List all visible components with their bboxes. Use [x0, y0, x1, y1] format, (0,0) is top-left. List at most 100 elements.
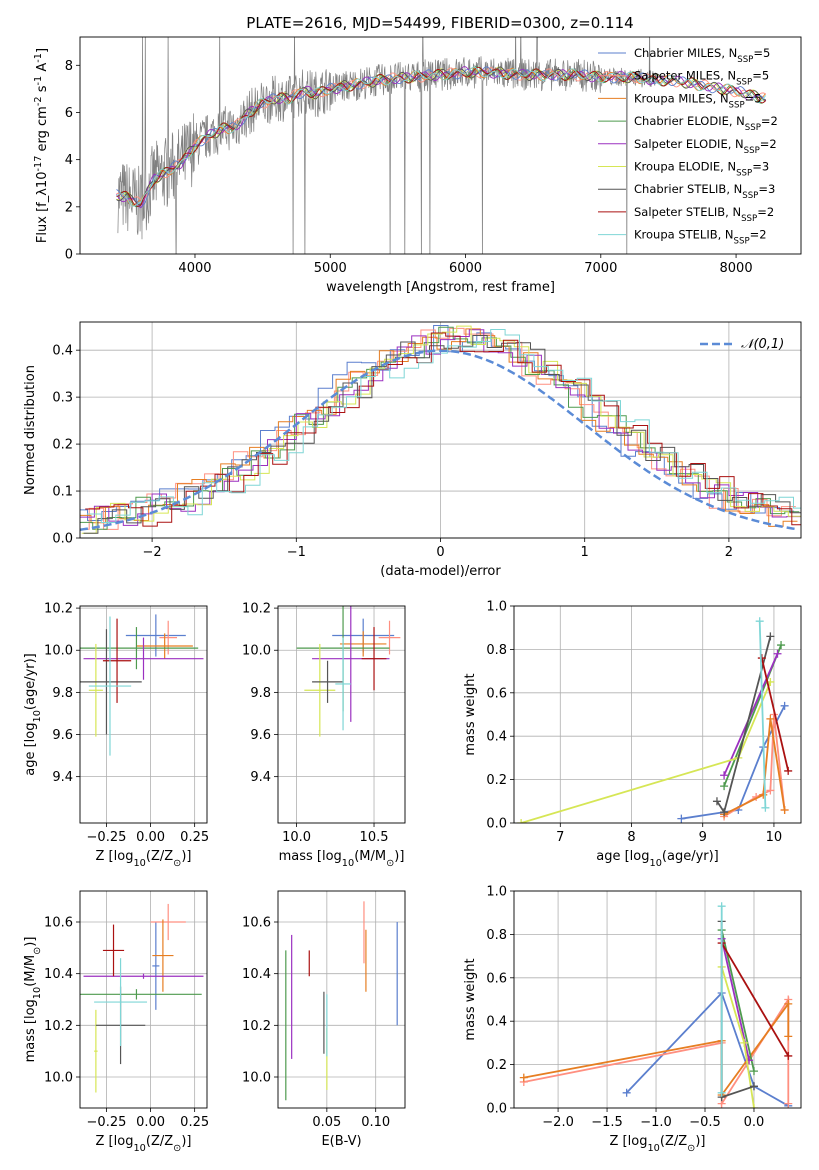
y-tick-label: 1.0 — [486, 885, 507, 900]
error-bars — [285, 901, 398, 1101]
weight-marker — [622, 1088, 631, 1097]
weight-marker — [717, 902, 726, 911]
weight-marker — [784, 1051, 793, 1060]
legend-label: Kroupa STELIB, NSSP=2 — [634, 228, 767, 247]
axis-ticks: −2.0 −1.5 −1.0 −0.5 0.0 0.0 0.2 0.4 0.6 0.8 1.0 — [486, 885, 764, 1131]
x-tick-label: 0.05 — [312, 1115, 341, 1130]
spectrum-lines — [116, 37, 767, 254]
model-spectrum-kroupa-elodie — [116, 66, 766, 206]
weight-marker — [749, 1082, 758, 1091]
grid-lines — [278, 891, 405, 1108]
x-tick-label: 8 — [627, 830, 635, 845]
x-tick-label: 0 — [436, 545, 444, 560]
axis-ticks: −0.25 0.00 0.25 10.0 10.2 10.4 10.6 — [44, 916, 209, 1131]
weight-marker — [519, 1073, 528, 1082]
x-tick-label: 8000 — [720, 261, 753, 276]
x-tick-label: 10.5 — [360, 830, 389, 845]
x-axis-label: mass [log10(M/M⊙)] — [279, 849, 405, 869]
error-bars — [296, 606, 401, 737]
x-tick-label: 0.25 — [180, 1115, 209, 1130]
plot-frame — [277, 605, 406, 824]
weight-marker — [766, 786, 775, 795]
plot-frame — [79, 890, 208, 1109]
weight-marker — [717, 1088, 726, 1097]
y-axis-label: mass weight — [463, 673, 478, 755]
weight-lines — [517, 617, 793, 823]
x-tick-label: 2 — [725, 545, 733, 560]
weight-marker — [720, 771, 729, 780]
weight-series-line — [760, 657, 790, 772]
y-tick-label: 10.6 — [44, 916, 73, 931]
weight-marker — [755, 617, 764, 626]
x-tick-label: 6000 — [449, 261, 482, 276]
y-tick-label: 0.6 — [486, 971, 507, 986]
weight-vs-metallicity-panel: −2.0 −1.5 −1.0 −0.5 0.0 0.0 0.2 0.4 0.6 0.8 1.0 Z [… — [463, 885, 802, 1154]
model-spectrum-salpeter-stelib — [116, 66, 767, 207]
x-tick-label: 0.00 — [136, 830, 165, 845]
model-spectrum-chabrier-stelib — [116, 66, 766, 206]
x-tick-label: 7 — [556, 830, 564, 845]
figure-title: PLATE=2616, MJD=54499, FIBERID=0300, z=0… — [246, 14, 633, 32]
legend-label: Chabrier MILES, NSSP=5 — [634, 46, 770, 65]
weight-marker — [780, 805, 789, 814]
spectrum-panel: 4000 5000 6000 7000 8000 0 2 4 6 8 wavelength [Ang… — [33, 36, 802, 295]
weight-marker — [766, 714, 775, 723]
x-tick-label: 0.25 — [180, 830, 209, 845]
y-tick-label: 1.0 — [486, 600, 507, 615]
x-tick-label: 1 — [581, 545, 589, 560]
y-axis-label: Flux [f_λ10-17 erg cm-2 s-1 A-1] — [33, 48, 51, 243]
x-tick-label: −1 — [287, 545, 306, 560]
weight-series-line — [720, 942, 790, 1057]
plot-frame — [79, 36, 802, 255]
x-tick-label: −0.25 — [87, 1115, 127, 1130]
mass-vs-extinction-panel: 0.05 0.10 10.0 10.2 10.4 10.6 E(B-V) — [242, 890, 406, 1149]
weight-marker — [757, 654, 766, 663]
y-tick-label: 0.2 — [486, 1058, 507, 1073]
x-axis-label: Z [log10(Z/Z⊙)] — [96, 849, 192, 869]
weight-marker — [761, 803, 770, 812]
x-axis-label: (data-model)/error — [380, 564, 501, 579]
x-axis-label: wavelength [Angstrom, rest frame] — [326, 280, 555, 295]
x-tick-label: −2.0 — [542, 1115, 574, 1130]
y-tick-label: 0 — [65, 248, 73, 263]
y-tick-label: 10.2 — [242, 1019, 271, 1034]
y-tick-label: 10.2 — [242, 602, 271, 617]
y-tick-label: 0.0 — [486, 1102, 507, 1117]
plot-frame — [277, 890, 406, 1109]
y-tick-label: 4 — [65, 153, 73, 168]
weight-marker — [720, 782, 729, 791]
axis-ticks: 0.05 0.10 10.0 10.2 10.4 10.6 — [242, 916, 390, 1131]
x-tick-label: 0.00 — [136, 1115, 165, 1130]
y-axis-label: mass [log10(M/M⊙)] — [23, 937, 43, 1063]
x-tick-label: −0.5 — [689, 1115, 721, 1130]
weight-marker — [773, 649, 782, 658]
y-tick-label: 6 — [65, 106, 73, 121]
x-tick-label: −2 — [143, 545, 162, 560]
y-tick-label: 0.8 — [486, 928, 507, 943]
legend-label: Salpeter MILES, NSSP=5 — [634, 69, 769, 88]
x-tick-label: 0.10 — [361, 1115, 390, 1130]
legend-label: Kroupa ELODIE, NSSP=3 — [634, 160, 769, 179]
x-axis-label: Z [log10(Z/Z⊙)] — [610, 1134, 706, 1154]
axis-ticks: 10.0 10.5 9.4 9.6 9.8 10.0 10.2 — [242, 602, 388, 845]
y-tick-label: 0.8 — [486, 643, 507, 658]
weight-marker — [780, 701, 789, 710]
weight-marker — [784, 999, 793, 1008]
weight-marker — [777, 641, 786, 650]
weight-marker — [740, 1038, 749, 1047]
error-bars — [80, 903, 204, 1093]
weight-marker — [784, 1032, 793, 1041]
legend-label: Salpeter ELODIE, NSSP=2 — [634, 137, 777, 156]
weight-marker — [712, 797, 721, 806]
weight-marker — [749, 1067, 758, 1076]
axis-ticks: −2 −1 0 1 2 0.0 0.1 0.2 0.3 0.4 — [52, 344, 733, 560]
x-tick-label: 0.0 — [744, 1115, 765, 1130]
x-tick-label: 9 — [699, 830, 707, 845]
y-tick-label: 10.0 — [44, 644, 73, 659]
y-tick-label: 9.4 — [250, 770, 271, 785]
mass-vs-metallicity-panel: −0.25 0.00 0.25 10.0 10.2 10.4 10.6 Z [log10(Z/… — [23, 890, 209, 1154]
plot-frame — [79, 321, 802, 539]
y-tick-label: 0.0 — [486, 817, 507, 832]
plot-frame — [79, 605, 208, 824]
spectrum-legend: Chabrier MILES, NSSP=5 Salpeter MILES, NS… — [598, 46, 778, 247]
